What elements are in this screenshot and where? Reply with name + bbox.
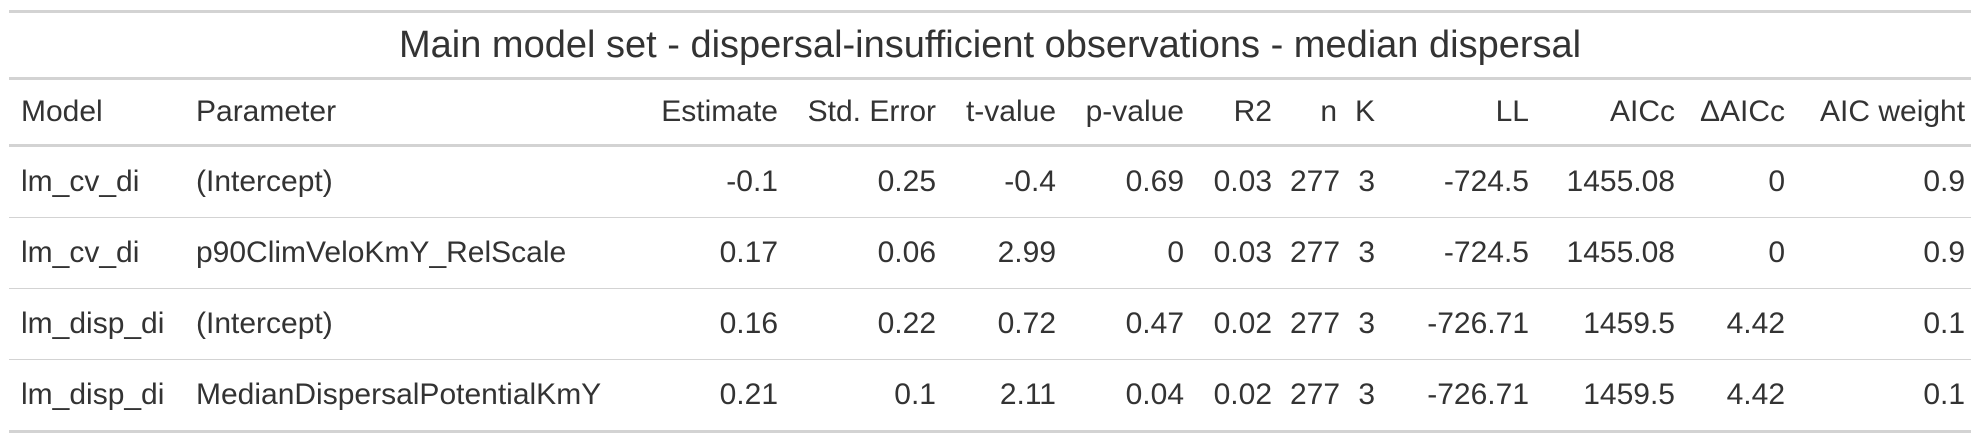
cell-k: 3 <box>1343 145 1381 218</box>
cell-p-value: 0 <box>1062 217 1190 289</box>
cell-t-value: 2.99 <box>942 217 1062 289</box>
cell-delta-aicc: 4.42 <box>1726 378 1785 411</box>
cell-ll: -724.5 <box>1381 217 1535 289</box>
cell-p-value: 0.04 <box>1125 378 1184 411</box>
column-header-model: Model <box>9 78 184 147</box>
cell-estimate: 0.16 <box>639 288 784 360</box>
cell-r2: 0.03 <box>1190 217 1278 289</box>
column-header-k: K <box>1343 78 1381 147</box>
table-title: Main model set - dispersal-insufficient … <box>9 11 1972 80</box>
column-header-parameter: Parameter <box>184 78 639 147</box>
cell-aic-weight: 0.9 <box>1791 145 1972 218</box>
cell-ll: -724.5 <box>1381 145 1535 218</box>
cell-std-error: 0.06 <box>784 217 942 289</box>
table-row: lm_cv_di (Intercept) -0.1 0.25 -0.4 0.69… <box>9 145 1972 218</box>
cell-std-error: 0.22 <box>784 288 942 360</box>
cell-std-error: 0.1 <box>894 378 936 411</box>
cell-aicc: 1459.5 <box>1583 378 1675 411</box>
cell-parameter: (Intercept) <box>184 145 639 218</box>
column-header-r2: R2 <box>1190 78 1278 147</box>
cell-aicc: 1455.08 <box>1535 145 1681 218</box>
column-header-delta-aicc: ΔAICc <box>1681 78 1791 147</box>
cell-aicc: 1455.08 <box>1535 217 1681 289</box>
cell-r2: 0.03 <box>1190 145 1278 218</box>
cell-parameter: MedianDispersalPotentialKmY <box>196 378 602 411</box>
cell-delta-aicc: 4.42 <box>1681 288 1791 360</box>
cell-delta-aicc: 0 <box>1681 145 1791 218</box>
cell-aic-weight: 0.1 <box>1791 288 1972 360</box>
cell-r2: 0.02 <box>1213 378 1272 411</box>
cell-k: 3 <box>1343 288 1381 360</box>
cell-t-value: 0.72 <box>942 288 1062 360</box>
header-row: Model Parameter Estimate Std. Error t-va… <box>9 78 1972 147</box>
column-header-estimate: Estimate <box>639 78 784 147</box>
cell-n: 277 <box>1278 145 1343 218</box>
cell-t-value: -0.4 <box>942 145 1062 218</box>
cell-p-value: 0.47 <box>1062 288 1190 360</box>
cell-n: 277 <box>1278 288 1343 360</box>
cell-n: 277 <box>1278 217 1343 289</box>
column-header-std-error: Std. Error <box>784 78 942 147</box>
results-table: Main model set - dispersal-insufficient … <box>9 10 1972 433</box>
cell-aic-weight: 0.9 <box>1791 217 1972 289</box>
table-row: lm_cv_di p90ClimVeloKmY_RelScale 0.17 0.… <box>9 217 1972 289</box>
cell-model: lm_disp_di <box>21 378 165 411</box>
cell-ll: -726.71 <box>1381 288 1535 360</box>
cell-std-error: 0.25 <box>784 145 942 218</box>
table-row: lm_disp_di MedianDispersalPotentialKmY 0… <box>9 360 1971 432</box>
cell-r2: 0.02 <box>1190 288 1278 360</box>
cell-p-value: 0.69 <box>1062 145 1190 218</box>
cell-aic-weight: 0.1 <box>1923 378 1966 411</box>
table-row: lm_disp_di (Intercept) 0.16 0.22 0.72 0.… <box>9 288 1972 360</box>
column-header-t-value: t-value <box>942 78 1062 147</box>
cell-t-value: 2.11 <box>999 378 1056 411</box>
cell-model: lm_disp_di <box>9 288 184 360</box>
cell-estimate: -0.1 <box>639 145 784 218</box>
cell-estimate: 0.17 <box>639 217 784 289</box>
cell-ll: -726.71 <box>1427 378 1529 411</box>
column-header-aicc: AICc <box>1535 78 1681 147</box>
results-table-container: Main model set - dispersal-insufficient … <box>9 10 1972 433</box>
cell-parameter: (Intercept) <box>184 288 639 360</box>
cell-n: 277 <box>1290 378 1341 411</box>
column-header-p-value: p-value <box>1062 78 1190 147</box>
cell-model: lm_cv_di <box>9 145 184 218</box>
cell-k: 3 <box>1358 378 1375 411</box>
table-title-row: Main model set - dispersal-insufficient … <box>9 11 1972 80</box>
column-header-aic-weight: AIC weight <box>1791 78 1972 147</box>
column-header-ll: LL <box>1381 78 1535 147</box>
cell-k: 3 <box>1343 217 1381 289</box>
cell-aicc: 1459.5 <box>1535 288 1681 360</box>
cell-delta-aicc: 0 <box>1681 217 1791 289</box>
column-header-n: n <box>1278 78 1343 147</box>
cell-parameter: p90ClimVeloKmY_RelScale <box>184 217 639 289</box>
cell-model: lm_cv_di <box>9 217 184 289</box>
cell-estimate: 0.21 <box>719 378 778 411</box>
